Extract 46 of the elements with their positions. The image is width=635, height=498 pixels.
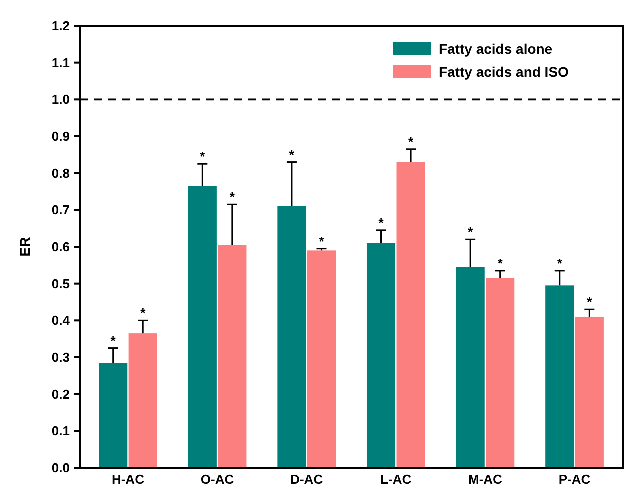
annotation: *	[408, 134, 415, 150]
bar	[99, 363, 128, 468]
bar	[218, 245, 247, 468]
bar	[486, 278, 515, 468]
y-tick-label: 0.8	[52, 166, 70, 181]
x-tick-label: D-AC	[290, 472, 324, 487]
bar	[575, 316, 604, 468]
bar	[307, 250, 336, 468]
y-tick-label: 0.3	[52, 350, 70, 366]
annotation: *	[557, 256, 564, 271]
annotation: *	[319, 234, 326, 249]
y-tick-label: 1.0	[52, 92, 70, 108]
bar	[278, 206, 306, 468]
bar	[456, 267, 485, 468]
annotation: *	[289, 147, 296, 162]
bar	[396, 162, 426, 468]
y-axis-title: ER	[17, 237, 33, 257]
annotation: *	[468, 224, 474, 240]
y-tick-label: 0.4	[52, 313, 71, 328]
y-tick-label: 0.7	[52, 202, 70, 218]
bar	[128, 334, 158, 468]
legend-label: Fatty acids and ISO	[439, 64, 570, 80]
x-tick-label: O-AC	[200, 472, 235, 487]
annotation: *	[140, 306, 147, 321]
annotation: *	[587, 294, 594, 310]
annotation: *	[110, 333, 117, 348]
legend-label: Fatty acids alone	[439, 40, 553, 57]
bar	[366, 243, 396, 468]
x-tick-label: P-AC	[558, 472, 592, 487]
y-tick-label: 0.6	[52, 240, 70, 255]
annotation: *	[200, 149, 206, 164]
y-tick-label: 0.5	[52, 276, 70, 292]
x-tick-label: L-AC	[380, 472, 412, 487]
y-tick-label: 1.2	[52, 18, 70, 34]
y-tick-label: 0.2	[52, 386, 70, 402]
annotation: *	[230, 190, 236, 205]
x-tick-label: H-AC	[112, 472, 146, 487]
annotation: *	[498, 256, 504, 271]
annotation: *	[378, 215, 385, 230]
y-tick-label: 0.9	[52, 129, 70, 144]
y-tick-label: 0.0	[52, 460, 70, 476]
y-tick-label: 1.1	[52, 55, 70, 70]
bar	[188, 186, 217, 468]
y-tick-label: 0.1	[52, 424, 70, 439]
x-tick-label: M-AC	[468, 472, 504, 487]
bar	[546, 286, 574, 468]
